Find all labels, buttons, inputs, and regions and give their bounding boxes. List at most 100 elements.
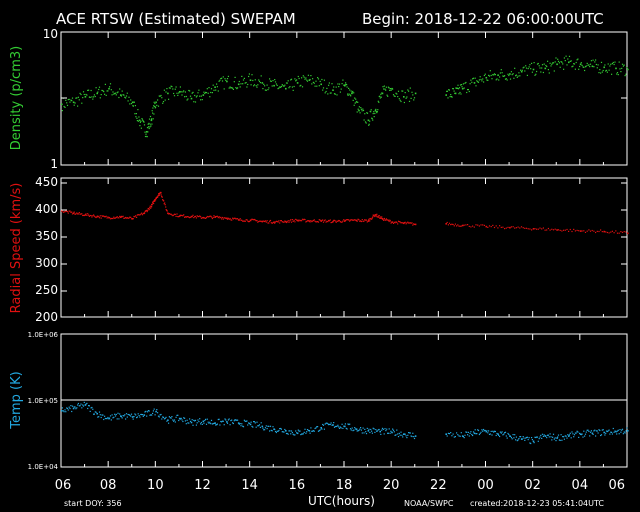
speed-point [343,219,345,221]
temp-point [560,434,562,436]
density-point [341,83,343,85]
density-point [214,86,216,88]
temp-point [177,414,179,416]
temp-point [274,430,277,433]
speed-point [109,218,112,220]
density-point [154,103,156,105]
temp-point [579,433,582,435]
temp-point [575,432,577,434]
density-point [338,86,340,88]
temp-point [612,427,614,430]
speed-point [205,217,208,219]
density-point [626,67,628,69]
density-point [270,80,272,82]
x-tick-label: 02 [524,478,541,493]
temp-point [577,431,579,433]
temp-point [322,423,324,426]
density-point [453,90,455,92]
density-point [447,97,449,99]
speed-point [259,220,261,222]
speed-point [204,217,206,219]
density-point [66,104,69,106]
temp-point [161,418,163,420]
density-point [246,86,248,88]
temp-point [540,434,542,436]
density-point [568,61,570,64]
temp-point [446,435,448,437]
density-point [290,79,292,81]
temp-point [457,434,459,436]
speed-point [480,224,482,226]
temp-point [515,436,517,438]
temp-point [395,434,397,436]
temp-point [290,430,293,432]
speed-point [406,222,408,224]
density-point [385,89,387,91]
density-point [200,99,202,101]
speed-point [72,212,75,215]
density-point [589,66,591,68]
temp-point [206,418,208,420]
temp-point [456,432,458,434]
speed-point [556,229,558,231]
speed-point [77,213,79,215]
density-point [137,109,139,111]
density-point [499,72,501,74]
speed-point [397,223,399,225]
density-point [517,75,519,77]
temp-point [178,417,181,420]
speed-point [493,226,496,229]
temp-point [563,438,565,440]
density-point [232,88,234,90]
speed-point [227,217,229,219]
density-point [467,89,469,91]
speed-point [138,214,140,216]
temp-point [93,413,95,415]
temp-point [172,419,174,421]
temp-point [467,434,469,436]
temp-point [114,413,116,415]
temp-point [495,434,497,437]
temp-point [376,430,378,432]
density-point [564,60,566,62]
speed-point [255,220,257,222]
temp-point [249,423,252,426]
temp-point [234,419,236,421]
density-point [329,92,331,94]
density-point [307,74,309,76]
density-point [139,125,141,127]
speed-point [221,216,224,219]
density-point [110,89,112,91]
density-point [185,95,187,98]
temp-point [323,428,325,430]
density-point [368,123,370,125]
speed-panel: 450 400 350 300 250 200 Radial Speed (km… [9,175,629,324]
density-point [348,87,350,89]
speed-point [248,221,250,223]
density-point [408,100,411,102]
density-point [114,92,117,94]
temp-point [135,414,137,416]
density-point [532,68,535,71]
x-axis-ticks [60,31,628,468]
temp-point [233,420,235,422]
speed-point [65,210,67,212]
density-point [232,87,234,89]
temp-point [181,419,183,421]
temp-point [216,424,218,426]
density-point [573,63,576,65]
density-point [318,85,320,87]
speed-ytick-250: 250 [35,283,58,297]
density-point [627,68,629,71]
speed-point [244,220,246,222]
density-point [531,62,533,64]
temp-point [75,408,77,410]
density-point [523,66,525,68]
temp-point [221,421,223,423]
temp-point [70,405,72,407]
temp-point [608,429,610,431]
speed-point [307,220,309,222]
speed-point [114,217,116,219]
temp-point [237,419,239,421]
density-point [271,85,273,87]
